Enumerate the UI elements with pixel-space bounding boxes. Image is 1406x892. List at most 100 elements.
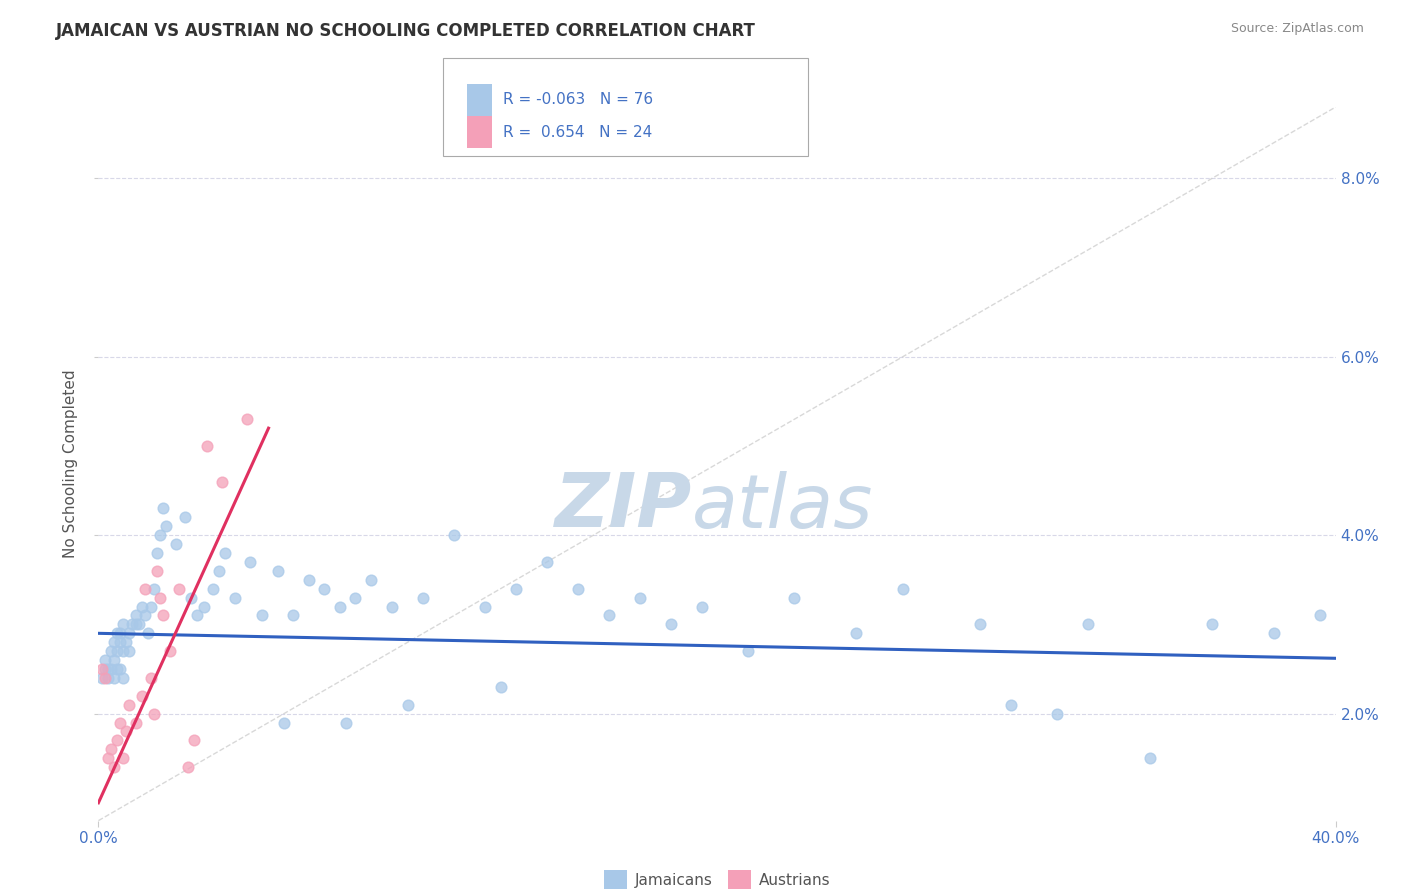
Text: R = -0.063   N = 76: R = -0.063 N = 76	[503, 93, 654, 107]
Point	[489, 680, 512, 694]
Point	[115, 635, 138, 649]
Text: ZIP: ZIP	[555, 470, 692, 543]
Point	[97, 671, 120, 685]
Point	[136, 626, 159, 640]
Point	[845, 626, 868, 640]
Point	[314, 582, 336, 596]
Point	[112, 644, 135, 658]
Point	[118, 626, 141, 640]
Point	[505, 582, 527, 596]
Point	[146, 546, 169, 560]
Point	[329, 599, 352, 614]
Point	[97, 662, 120, 676]
Point	[283, 608, 305, 623]
Point	[105, 644, 128, 658]
Point	[174, 510, 197, 524]
Point	[236, 412, 259, 426]
Point	[737, 644, 759, 658]
Point	[252, 608, 274, 623]
Point	[1077, 617, 1099, 632]
Point	[108, 626, 131, 640]
Point	[105, 733, 128, 747]
Point	[412, 591, 434, 605]
Point	[443, 528, 465, 542]
Point	[134, 608, 156, 623]
Point	[1201, 617, 1223, 632]
Point	[628, 591, 651, 605]
Point	[598, 608, 620, 623]
Point	[115, 724, 138, 739]
Text: JAMAICAN VS AUSTRIAN NO SCHOOLING COMPLETED CORRELATION CHART: JAMAICAN VS AUSTRIAN NO SCHOOLING COMPLE…	[56, 22, 756, 40]
Point	[180, 591, 202, 605]
Point	[149, 591, 172, 605]
Point	[214, 546, 236, 560]
Point	[193, 599, 215, 614]
Point	[152, 608, 174, 623]
Point	[186, 608, 208, 623]
Point	[121, 617, 143, 632]
Point	[124, 608, 146, 623]
Point	[103, 635, 125, 649]
Point	[381, 599, 404, 614]
Point	[108, 715, 131, 730]
Point	[1139, 751, 1161, 765]
Point	[100, 742, 122, 756]
Point	[195, 439, 218, 453]
Point	[100, 662, 122, 676]
Point	[335, 715, 357, 730]
Point	[97, 751, 120, 765]
Point	[103, 671, 125, 685]
Point	[100, 644, 122, 658]
Point	[224, 591, 246, 605]
Point	[112, 617, 135, 632]
Point	[360, 573, 382, 587]
Point	[1309, 608, 1331, 623]
Point	[139, 599, 162, 614]
Point	[267, 564, 290, 578]
Point	[167, 582, 190, 596]
Point	[93, 671, 115, 685]
Point	[659, 617, 682, 632]
Point	[112, 671, 135, 685]
Point	[1000, 698, 1022, 712]
Point	[211, 475, 233, 489]
Point	[165, 537, 187, 551]
Point	[567, 582, 589, 596]
Point	[93, 653, 115, 667]
Point	[128, 617, 150, 632]
Point	[131, 689, 153, 703]
Point	[690, 599, 713, 614]
Point	[239, 555, 262, 569]
Point	[536, 555, 558, 569]
Point	[298, 573, 321, 587]
Text: Source: ZipAtlas.com: Source: ZipAtlas.com	[1230, 22, 1364, 36]
Point	[103, 760, 125, 774]
Point	[93, 662, 115, 676]
Point	[969, 617, 991, 632]
Point	[891, 582, 914, 596]
Point	[112, 751, 135, 765]
Point	[159, 644, 181, 658]
Legend: Jamaicans, Austrians: Jamaicans, Austrians	[598, 864, 837, 892]
Point	[139, 671, 162, 685]
Point	[131, 599, 153, 614]
Point	[124, 617, 146, 632]
Point	[201, 582, 224, 596]
Point	[783, 591, 806, 605]
Point	[103, 653, 125, 667]
Point	[177, 760, 200, 774]
Point	[124, 715, 146, 730]
Point	[474, 599, 496, 614]
Point	[1046, 706, 1069, 721]
Point	[146, 564, 169, 578]
Point	[208, 564, 231, 578]
Point	[143, 706, 166, 721]
Point	[105, 626, 128, 640]
Y-axis label: No Schooling Completed: No Schooling Completed	[63, 369, 79, 558]
Point	[344, 591, 367, 605]
Point	[118, 644, 141, 658]
Text: R =  0.654   N = 24: R = 0.654 N = 24	[503, 125, 652, 139]
Point	[90, 662, 112, 676]
Point	[90, 671, 112, 685]
Point	[149, 528, 172, 542]
